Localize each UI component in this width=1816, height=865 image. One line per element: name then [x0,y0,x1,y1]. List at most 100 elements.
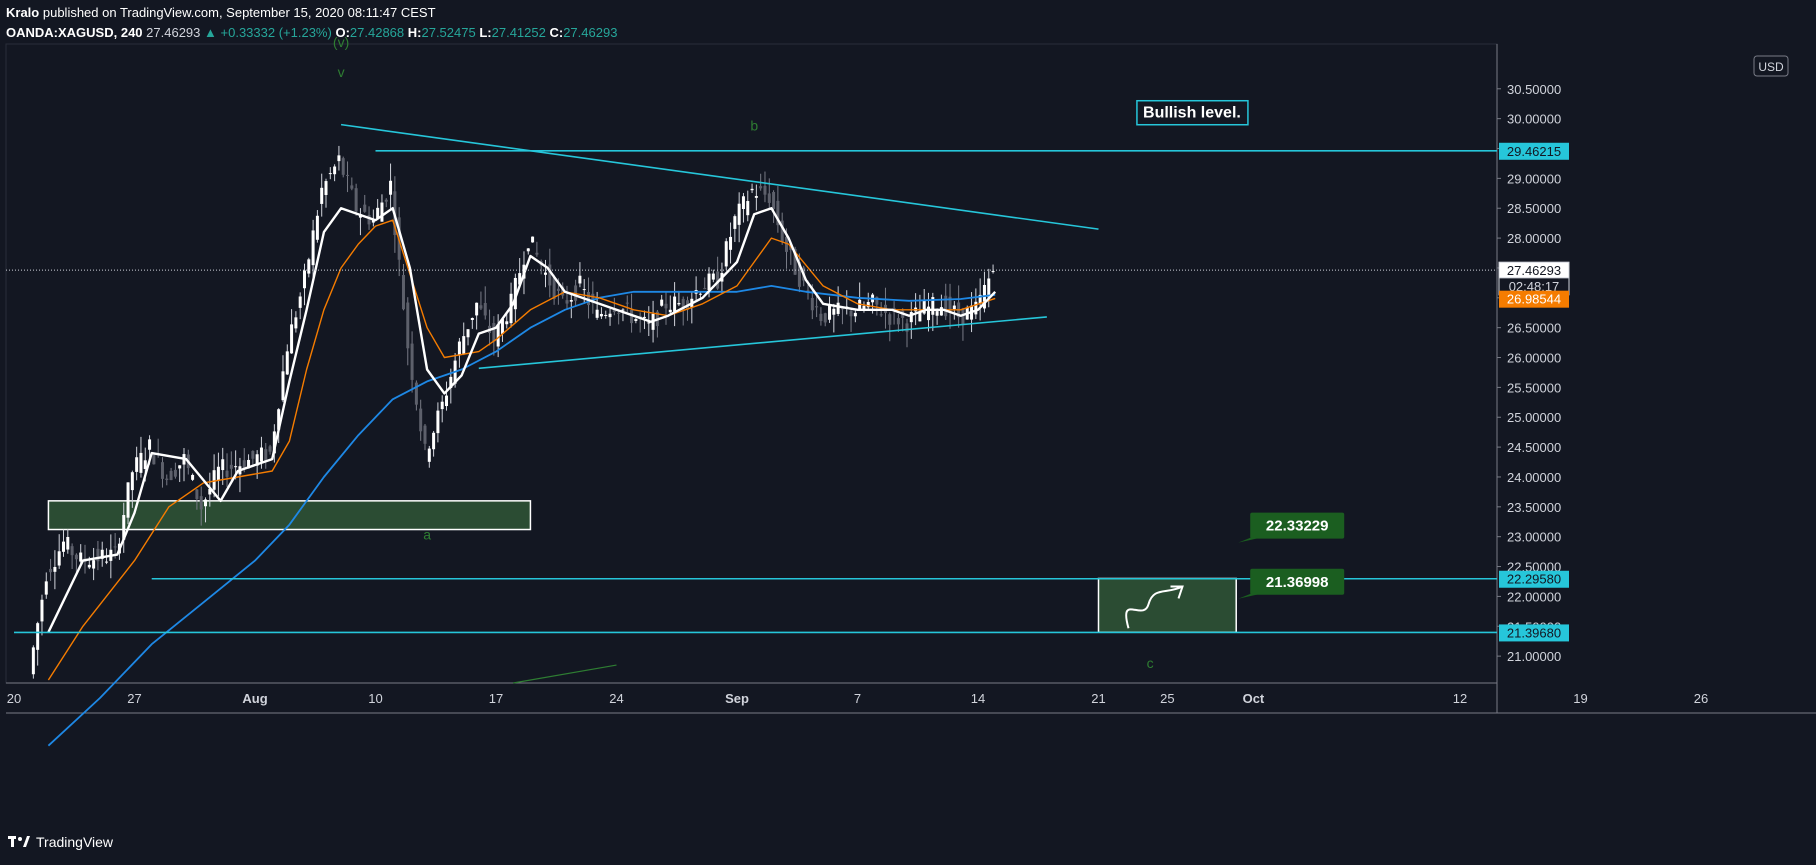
footer-brand: TradingView [8,834,113,850]
candle-body [483,302,487,316]
candle-body [384,199,388,202]
y-tick-label: 30.50000 [1507,82,1561,97]
price-label-text: 29.46215 [1507,144,1561,159]
bullish-level-box[interactable] [1136,99,1249,126]
candle-body [604,314,608,316]
x-tick-label: 14 [971,691,985,706]
footer-brand-text[interactable]: TradingView [36,834,114,850]
candle-body [367,214,371,225]
candle-body [526,248,530,252]
candle-body [492,322,496,342]
price-label-text: 02:48:17 [1509,279,1560,294]
target-box[interactable] [1097,577,1237,633]
candle-body [294,317,298,329]
symbol-label[interactable]: OANDA:XAGUSD, 240 [6,25,143,40]
currency-button[interactable] [1753,55,1789,77]
candle-body [70,546,74,556]
candle-body [733,216,737,229]
currency-label[interactable]: USD [1758,60,1784,74]
price-label-cyan[interactable] [1499,142,1569,160]
candle-body [565,300,569,304]
candle-body [199,496,203,510]
candle-body [259,447,263,462]
candle-body [935,311,939,316]
x-tick-label: 25 [1160,691,1174,706]
candle-body [737,203,741,225]
candle-body [449,376,453,388]
candle-body [703,287,707,290]
x-tick-label: 10 [368,691,382,706]
candle-body [272,431,276,454]
open-value: 27.42868 [349,25,405,40]
y-tick-label: 23.50000 [1507,500,1561,515]
x-tick-label: 27 [127,691,141,706]
callout-high-box[interactable] [1250,512,1345,539]
candle-body [479,305,483,309]
candle-body [100,549,104,559]
wave-label-b: b [750,118,758,134]
callout-low-box[interactable] [1250,568,1345,595]
price-label-cyan[interactable] [1499,624,1569,642]
candle-body [617,312,621,314]
candle-body [315,215,319,240]
candle-body [204,499,208,507]
candle-body [195,489,199,499]
candle-body [462,336,466,354]
candle-body [784,236,788,252]
candle-body [143,460,147,469]
price-label-cyan[interactable] [1499,570,1569,588]
candle-body [500,318,504,334]
candle-body [436,410,440,434]
candle-body [333,166,337,175]
author-name[interactable]: Kralo [6,5,40,20]
candle-body [92,560,96,569]
price-label-orange[interactable] [1499,290,1569,308]
candle-body [896,318,900,325]
candle-body [707,273,711,291]
candle-body [698,293,702,295]
publish-date: published on TradingView.com, September … [42,5,436,20]
candle-body [664,303,668,309]
candle-body [677,303,681,305]
candle-body [673,296,677,312]
candle-body [130,472,134,491]
candle-body [763,185,767,195]
candle-body [40,599,44,622]
candle-body [952,305,956,309]
candle-body [178,465,182,469]
candle-body [518,273,522,285]
candle-body [79,552,83,562]
candle-body [285,351,289,375]
candle-body [836,302,840,314]
candle-body [888,314,892,325]
candle-body [113,546,117,548]
candle-body [634,319,638,321]
candle-body [776,200,780,226]
candle-body [561,286,565,296]
candle-body [772,192,776,209]
tradingview-logo-icon[interactable] [8,835,30,849]
lower-triangle-line[interactable] [478,316,1047,370]
candle-body [939,307,943,316]
candle-body [750,188,754,191]
y-tick-label: 29.00000 [1507,171,1561,186]
candle-body [281,371,285,401]
upper-triangle-line[interactable] [340,123,1099,230]
candle-body [754,196,758,198]
candle-body [866,302,870,308]
candle-body [234,466,238,468]
candle-body [810,297,814,311]
change-up-icon: ▲ [204,25,217,40]
candle-body [922,300,926,314]
candle-body [909,312,913,323]
candle-body [978,294,982,304]
y-tick-label: 26.00000 [1507,351,1561,366]
candle-body [918,312,922,322]
candle-body [591,293,595,304]
candle-body [948,296,952,313]
candle-body [320,187,324,204]
price-label-text: 27.46293 [1507,263,1561,278]
candle-body [148,439,152,450]
y-tick-label: 22.00000 [1507,589,1561,604]
